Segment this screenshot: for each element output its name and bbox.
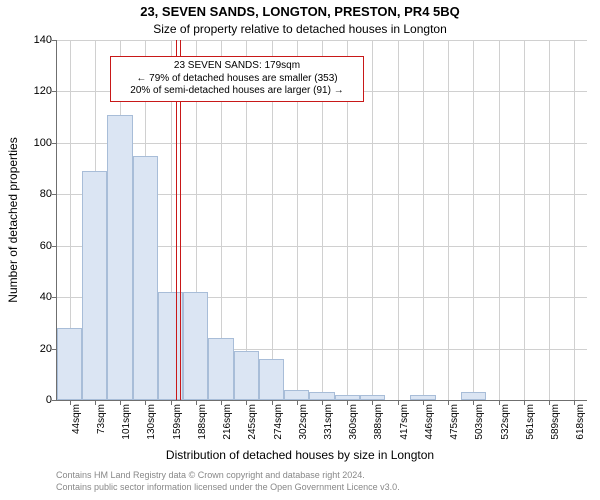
y-axis-label: Number of detached properties: [6, 137, 20, 302]
ytick-label: 120: [12, 85, 52, 97]
xtick-label: 302sqm: [298, 404, 309, 454]
histogram-bar: [133, 156, 158, 400]
xtick-label: 532sqm: [500, 404, 511, 454]
histogram-bar: [183, 292, 208, 400]
histogram-bar: [107, 115, 132, 400]
xtick-label: 589sqm: [550, 404, 561, 454]
histogram-bar: [259, 359, 284, 400]
xtick-label: 331sqm: [323, 404, 334, 454]
xtick-label: 417sqm: [399, 404, 410, 454]
ytick-label: 80: [12, 188, 52, 200]
histogram-bar: [309, 392, 334, 400]
annotation-line: 20% of semi-detached houses are larger (…: [117, 85, 357, 98]
gridline-vertical: [398, 40, 399, 400]
gridline-vertical: [524, 40, 525, 400]
ytick-mark: [52, 143, 57, 144]
ytick-mark: [52, 40, 57, 41]
histogram-bar: [82, 171, 107, 400]
footer-attribution: Contains HM Land Registry data © Crown c…: [56, 470, 400, 493]
xtick-label: 618sqm: [575, 404, 586, 454]
xtick-label: 475sqm: [449, 404, 460, 454]
gridline-vertical: [372, 40, 373, 400]
title-subtitle: Size of property relative to detached ho…: [0, 22, 600, 36]
xtick-label: 216sqm: [222, 404, 233, 454]
ytick-label: 100: [12, 137, 52, 149]
ytick-mark: [52, 194, 57, 195]
histogram-bar: [335, 395, 360, 400]
ytick-label: 140: [12, 34, 52, 46]
xtick-label: 503sqm: [474, 404, 485, 454]
histogram-bar: [284, 390, 309, 400]
xtick-label: 101sqm: [121, 404, 132, 454]
ytick-label: 0: [12, 394, 52, 406]
xtick-label: 44sqm: [71, 404, 82, 454]
xtick-label: 561sqm: [525, 404, 536, 454]
ytick-mark: [52, 246, 57, 247]
histogram-bar: [208, 338, 233, 400]
annotation-line: ← 79% of detached houses are smaller (35…: [117, 73, 357, 86]
gridline-vertical: [448, 40, 449, 400]
histogram-bar: [410, 395, 435, 400]
gridline-vertical: [574, 40, 575, 400]
ytick-mark: [52, 91, 57, 92]
gridline-vertical: [423, 40, 424, 400]
gridline-vertical: [499, 40, 500, 400]
histogram-bar: [360, 395, 385, 400]
histogram-bar: [234, 351, 259, 400]
xtick-label: 159sqm: [172, 404, 183, 454]
xtick-label: 274sqm: [273, 404, 284, 454]
ytick-mark: [52, 400, 57, 401]
histogram-bar: [57, 328, 82, 400]
gridline-vertical: [473, 40, 474, 400]
xtick-label: 360sqm: [348, 404, 359, 454]
ytick-mark: [52, 297, 57, 298]
gridline-vertical: [549, 40, 550, 400]
ytick-label: 20: [12, 343, 52, 355]
annotation-line: 23 SEVEN SANDS: 179sqm: [117, 60, 357, 73]
xtick-label: 188sqm: [197, 404, 208, 454]
xtick-label: 73sqm: [96, 404, 107, 454]
xtick-label: 446sqm: [424, 404, 435, 454]
annotation-box: 23 SEVEN SANDS: 179sqm ← 79% of detached…: [110, 56, 364, 102]
footer-line: Contains HM Land Registry data © Crown c…: [56, 470, 400, 482]
title-address: 23, SEVEN SANDS, LONGTON, PRESTON, PR4 5…: [0, 4, 600, 19]
footer-line: Contains public sector information licen…: [56, 482, 400, 494]
ytick-label: 40: [12, 291, 52, 303]
xtick-label: 388sqm: [373, 404, 384, 454]
ytick-label: 60: [12, 240, 52, 252]
xtick-label: 130sqm: [146, 404, 157, 454]
xtick-label: 245sqm: [247, 404, 258, 454]
histogram-bar: [461, 392, 486, 400]
